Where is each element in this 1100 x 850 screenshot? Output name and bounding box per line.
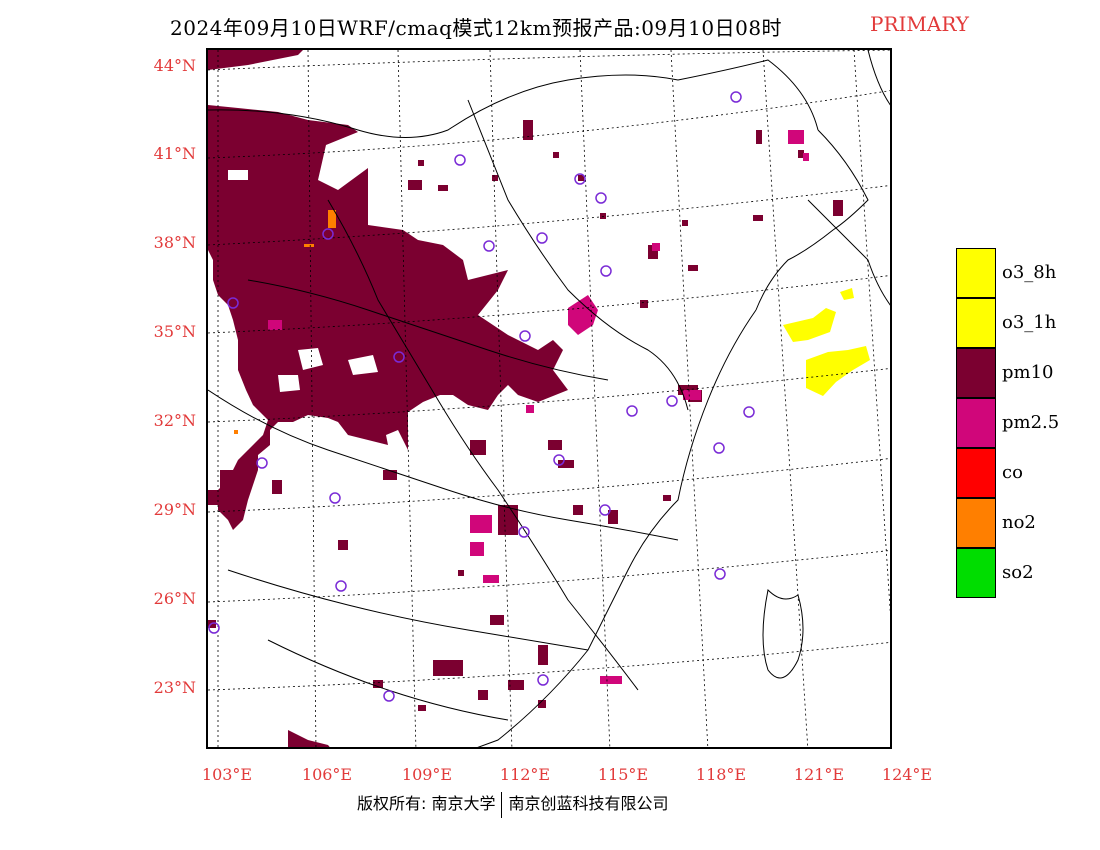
company-text: 南京创蓝科技有限公司 <box>508 794 669 813</box>
lat-label-35: 35°N <box>153 322 196 341</box>
legend-label: co <box>1002 462 1023 483</box>
legend-swatch <box>956 248 996 298</box>
legend-label: pm10 <box>1002 362 1054 383</box>
legend-swatch <box>956 448 996 498</box>
legend-label: o3_1h <box>1002 312 1057 333</box>
legend-label: pm2.5 <box>1002 412 1060 433</box>
title-row: 2024年09月10日WRF/cmaq模式12km预报产品:09月10日08时 … <box>0 12 1100 40</box>
pm10-gaps <box>228 88 378 392</box>
boundaries <box>208 50 890 747</box>
primary-status-label: PRIMARY <box>870 12 969 36</box>
city-markers[interactable] <box>208 91 755 702</box>
lon-label-109: 109°E <box>401 765 453 784</box>
o3-patches <box>783 288 870 396</box>
pm10-region <box>208 50 568 747</box>
legend-label: o3_8h <box>1002 262 1057 283</box>
lat-label-26: 26°N <box>153 589 196 608</box>
lat-label-29: 29°N <box>153 500 196 519</box>
no2-patches <box>234 210 336 434</box>
pollution-map[interactable] <box>208 50 892 749</box>
footer-separator <box>501 791 503 818</box>
lat-label-23: 23°N <box>153 678 196 697</box>
lat-label-44: 44°N <box>153 56 196 75</box>
lon-label-124: 124°E <box>881 765 933 784</box>
lon-label-118: 118°E <box>695 765 747 784</box>
legend-swatch <box>956 298 996 348</box>
lon-label-103: 103°E <box>201 765 253 784</box>
legend-swatch <box>956 398 996 448</box>
lat-label-32: 32°N <box>153 411 196 430</box>
legend-label: no2 <box>1002 512 1036 533</box>
legend-swatch <box>956 498 996 548</box>
lon-label-112: 112°E <box>499 765 551 784</box>
lon-label-115: 115°E <box>597 765 649 784</box>
pm25-patches <box>268 130 809 684</box>
lat-label-41: 41°N <box>153 144 196 163</box>
lat-label-38: 38°N <box>153 233 196 252</box>
lon-label-106: 106°E <box>301 765 353 784</box>
graticule <box>208 50 890 747</box>
map-title: 2024年09月10日WRF/cmaq模式12km预报产品:09月10日08时 <box>170 16 783 40</box>
map-frame[interactable] <box>206 48 892 749</box>
legend-label: so2 <box>1002 562 1034 583</box>
lon-label-121: 121°E <box>793 765 845 784</box>
legend-swatch <box>956 548 996 598</box>
legend-swatch <box>956 348 996 398</box>
footer-credits: 版权所有: 南京大学 南京创蓝科技有限公司 <box>357 790 669 818</box>
copyright-text: 版权所有: 南京大学 <box>357 794 496 813</box>
